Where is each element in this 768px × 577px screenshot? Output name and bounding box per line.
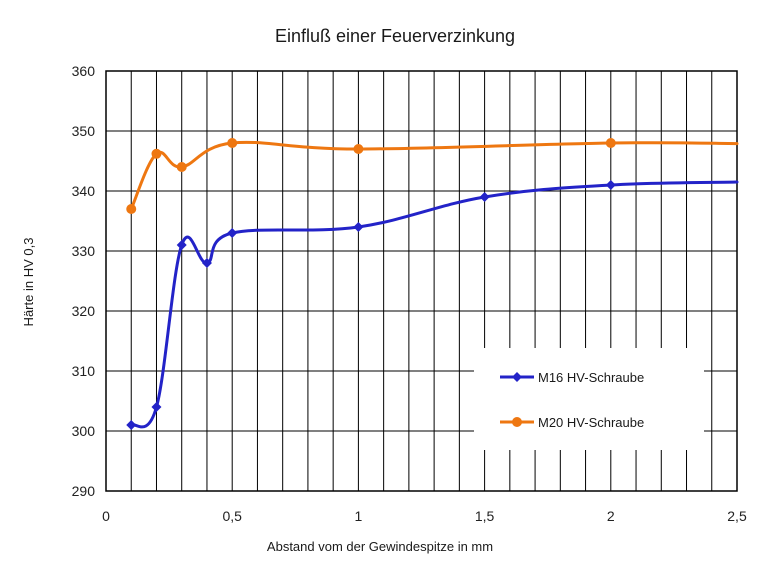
x-tick-label: 0 xyxy=(102,508,110,524)
x-tick-label: 2,5 xyxy=(727,508,747,524)
series-layer xyxy=(126,138,739,430)
legend-marker xyxy=(512,372,522,382)
data-point xyxy=(176,240,187,250)
series-1 xyxy=(126,180,739,430)
data-point xyxy=(126,420,137,430)
y-tick-label: 290 xyxy=(72,483,96,499)
y-tick-label: 300 xyxy=(72,423,96,439)
data-point xyxy=(227,228,238,238)
data-point xyxy=(227,138,238,148)
y-tick-label: 310 xyxy=(72,363,96,379)
x-tick-label: 2 xyxy=(607,508,615,524)
legend-marker xyxy=(512,417,522,427)
y-tick-label: 360 xyxy=(72,63,96,79)
legend-label: M20 HV-Schraube xyxy=(538,415,644,430)
x-tick-label: 1,5 xyxy=(475,508,495,524)
data-point xyxy=(176,162,187,172)
data-point xyxy=(201,258,212,268)
data-point xyxy=(126,204,137,214)
data-point xyxy=(479,192,490,202)
legend-item: M20 HV-Schraube xyxy=(500,415,644,430)
plot-frame xyxy=(105,70,738,492)
y-axis-title: Härte in HV 0,3 xyxy=(21,238,36,327)
legend-label: M16 HV-Schraube xyxy=(538,370,644,385)
chart-title: Einfluß einer Feuerverzinkung xyxy=(275,26,515,46)
legend-item: M16 HV-Schraube xyxy=(500,370,644,385)
data-point xyxy=(353,222,364,232)
axes: 290 300 310 320 330 340 350 360 0 0,5 1 1,5 2 2,5 xyxy=(72,63,747,524)
x-axis-title: Abstand vom der Gewindespitze in mm xyxy=(267,539,493,554)
data-point xyxy=(605,180,616,190)
series-line xyxy=(129,180,739,429)
data-point xyxy=(353,144,364,154)
data-point xyxy=(151,402,162,412)
legend: M16 HV-Schraube M20 HV-Schraube xyxy=(474,348,704,450)
y-tick-label: 350 xyxy=(72,123,96,139)
data-point xyxy=(151,148,162,159)
y-tick-label: 340 xyxy=(72,183,96,199)
y-tick-label: 320 xyxy=(72,303,96,319)
series-2 xyxy=(126,138,739,214)
x-tick-label: 0,5 xyxy=(222,508,242,524)
y-tick-label: 330 xyxy=(72,243,96,259)
data-point xyxy=(605,138,616,148)
x-tick-label: 1 xyxy=(355,508,363,524)
legend-box xyxy=(474,348,704,450)
